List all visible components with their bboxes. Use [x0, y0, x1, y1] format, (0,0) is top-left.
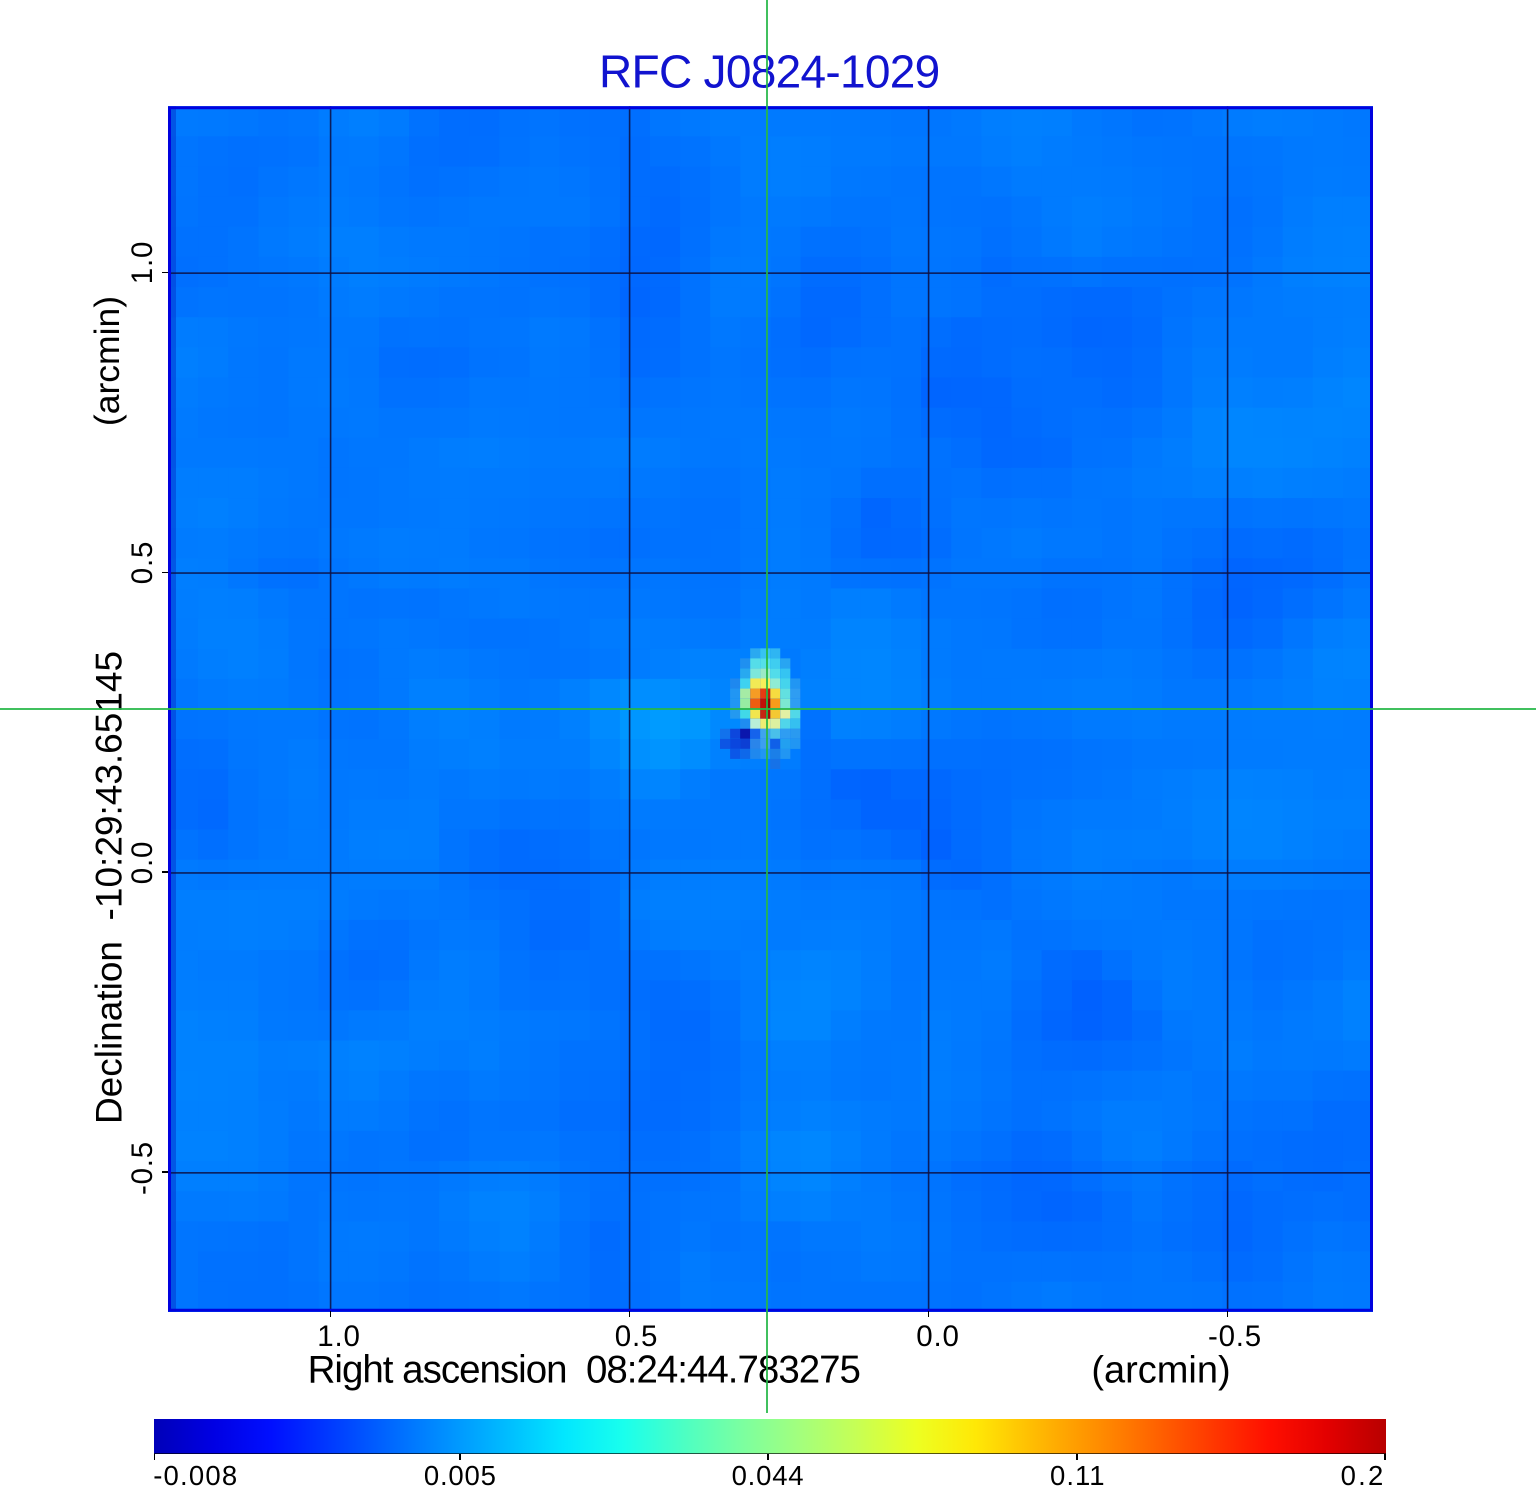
svg-text:RFC J0824-1029: RFC J0824-1029 [599, 46, 940, 98]
svg-text:0.2: 0.2 [1341, 1460, 1386, 1491]
svg-text:(arcmin): (arcmin) [1091, 1349, 1230, 1391]
svg-text:0.0: 0.0 [916, 1320, 959, 1353]
svg-text:1.0: 1.0 [317, 1320, 360, 1353]
svg-text:0.005: 0.005 [424, 1460, 497, 1491]
svg-text:(arcmin): (arcmin) [87, 296, 127, 426]
svg-text:-0.5: -0.5 [1208, 1320, 1262, 1353]
svg-text:0.044: 0.044 [732, 1460, 805, 1491]
svg-text:0.11: 0.11 [1050, 1460, 1105, 1491]
svg-text:Right ascension 08:24:44.7832: Right ascension 08:24:44.783275 [308, 1348, 860, 1391]
svg-text:0.5: 0.5 [126, 541, 159, 584]
svg-text:-0.5: -0.5 [126, 1141, 159, 1195]
svg-text:-0.008: -0.008 [153, 1460, 238, 1491]
svg-text:0.0: 0.0 [126, 841, 159, 884]
svg-text:Declination -10:29:43.65145: Declination -10:29:43.65145 [88, 651, 129, 1124]
svg-text:0.5: 0.5 [615, 1320, 658, 1353]
svg-text:1.0: 1.0 [126, 241, 159, 284]
